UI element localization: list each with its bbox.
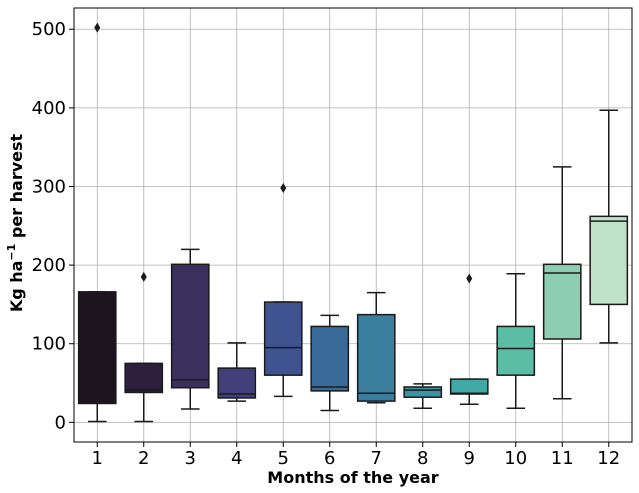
iqr-box [217, 367, 257, 399]
y-tick-label: 500 [32, 19, 66, 40]
box-month-2 [124, 271, 164, 423]
box-month-5 [263, 183, 303, 398]
iqr-box [542, 263, 582, 340]
outlier-marker [280, 183, 287, 194]
x-tick-label: 3 [185, 448, 196, 469]
box-month-12 [589, 109, 629, 344]
box-month-10 [496, 272, 536, 409]
iqr-box [496, 325, 536, 376]
x-tick-label: 6 [324, 448, 335, 469]
x-tick-label: 7 [371, 448, 382, 469]
y-axis-label-suffix: per harvest [7, 133, 26, 243]
box-month-4 [217, 342, 257, 402]
y-axis-label-superscript: −1 [5, 244, 18, 261]
y-tick-label: 0 [55, 412, 66, 433]
plot-frame [73, 7, 633, 443]
iqr-box [589, 215, 629, 306]
outlier-marker [466, 273, 473, 284]
x-axis-label: Months of the year [267, 468, 439, 487]
x-tick-label: 4 [231, 448, 242, 469]
box-month-6 [310, 314, 350, 412]
y-axis-ticks: 0 100 200 300 400 500 [32, 19, 74, 433]
boxes-layer [77, 22, 629, 423]
box-month-9 [449, 273, 489, 406]
outlier-marker [140, 271, 147, 282]
iqr-box [170, 263, 210, 389]
x-tick-label: 12 [597, 448, 620, 469]
iqr-box [124, 362, 164, 394]
y-tick-label: 100 [32, 334, 66, 355]
box-month-11 [542, 166, 582, 400]
iqr-box [77, 291, 117, 405]
iqr-box [310, 325, 350, 392]
box-month-3 [170, 248, 210, 410]
iqr-box [263, 301, 303, 376]
y-tick-label: 400 [32, 98, 66, 119]
outlier-marker [94, 22, 101, 33]
y-axis-label: Kg ha−1 per harvest [5, 133, 26, 312]
box-month-8 [403, 383, 443, 409]
box-month-7 [356, 291, 396, 404]
x-tick-label: 11 [551, 448, 574, 469]
x-tick-label: 10 [504, 448, 527, 469]
y-tick-label: 200 [32, 255, 66, 276]
y-tick-label: 300 [32, 176, 66, 197]
x-axis-ticks: 1 2 3 4 5 6 7 8 9 10 11 12 [92, 442, 620, 469]
iqr-box [403, 386, 443, 398]
x-tick-label: 2 [138, 448, 149, 469]
y-axis-label-main: Kg ha [7, 261, 26, 313]
x-tick-label: 9 [464, 448, 475, 469]
iqr-box [356, 313, 396, 402]
x-tick-label: 1 [92, 448, 103, 469]
x-tick-label: 8 [417, 448, 428, 469]
box-month-1 [77, 22, 117, 423]
iqr-box [449, 378, 489, 395]
x-tick-label: 5 [278, 448, 289, 469]
